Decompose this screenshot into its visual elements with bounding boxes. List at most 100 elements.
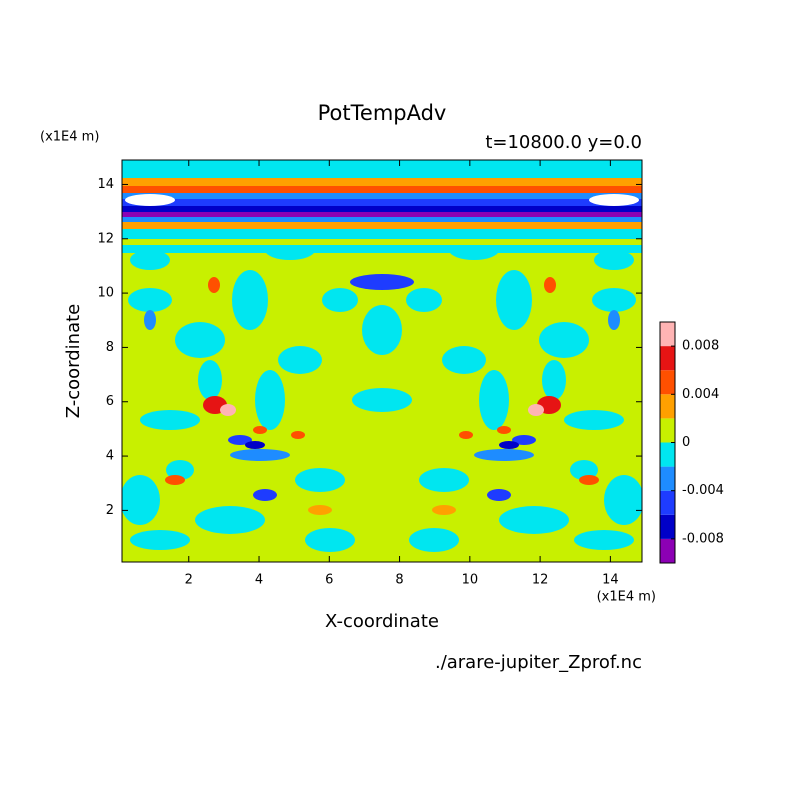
y-axis-title: Z-coordinate: [63, 304, 84, 419]
field-band: [122, 217, 642, 223]
field-patch: [253, 426, 267, 434]
colorbar-bin: [660, 490, 675, 515]
field-patch: [198, 360, 222, 400]
x-tick-label: 6: [325, 573, 333, 588]
y-tick-label: 12: [97, 231, 114, 246]
chart-title: PotTempAdv: [318, 101, 447, 125]
field-patch: [352, 388, 412, 412]
field-band: [122, 239, 642, 245]
field-patch: [544, 277, 556, 293]
chart-subtitle: t=10800.0 y=0.0: [485, 132, 642, 153]
field-patch: [232, 270, 268, 330]
plot-frame: [121, 159, 643, 563]
field-band: [122, 212, 642, 217]
field-band: [122, 245, 642, 253]
field-band: [122, 178, 642, 188]
y-unit: (x1E4 m): [40, 130, 99, 145]
field-patch: [574, 530, 634, 550]
field-patch: [564, 410, 624, 430]
colorbar-bin: [660, 538, 675, 563]
y-tick-label: 8: [106, 340, 114, 355]
colorbar-tick-label: 0.004: [682, 387, 719, 402]
colorbar-bin: [660, 370, 675, 395]
field-patch: [295, 468, 345, 492]
field-patch: [459, 431, 473, 439]
colorbar-tick-label: -0.008: [682, 531, 724, 546]
field-patch: [175, 322, 225, 358]
field-patch: [253, 489, 277, 501]
field-band: [122, 193, 642, 199]
field-band: [122, 199, 642, 206]
field-patch: [220, 404, 236, 416]
field-patch: [255, 370, 285, 430]
field-patch: [350, 274, 414, 290]
colorbar-bin: [660, 346, 675, 371]
field-patch: [592, 288, 636, 312]
y-tick-label: 4: [106, 449, 114, 464]
field-patch: [497, 426, 511, 434]
x-tick-label: 10: [462, 573, 479, 588]
field-patch: [125, 194, 175, 206]
field-patch: [308, 505, 332, 515]
colorbar-tick-label: 0: [682, 435, 690, 450]
field-patch: [499, 506, 569, 534]
field-band: [122, 206, 642, 212]
field-patch: [474, 449, 534, 461]
field-patch: [539, 322, 589, 358]
source-file: ./arare-jupiter_Zprof.nc: [435, 652, 642, 673]
field-patch: [208, 277, 220, 293]
field-patch: [570, 460, 598, 480]
field-patch: [512, 435, 536, 445]
y-tick-label: 10: [97, 286, 114, 301]
field-patch: [542, 360, 566, 400]
field-patch: [122, 475, 160, 525]
field-band: [122, 160, 642, 178]
colorbar-bin: [660, 418, 675, 443]
x-unit: (x1E4 m): [597, 590, 656, 605]
x-tick-label: 14: [602, 573, 619, 588]
field-patch: [195, 506, 265, 534]
field-patch: [322, 288, 358, 312]
field-patch: [479, 370, 509, 430]
field-patch: [291, 431, 305, 439]
field-patch: [128, 288, 172, 312]
field-patch: [528, 404, 544, 416]
colorbar-bin: [660, 442, 675, 467]
y-tick-label: 2: [106, 503, 114, 518]
colorbar-bin: [660, 394, 675, 419]
field-patch: [406, 288, 442, 312]
field-patch: [496, 270, 532, 330]
field-patch: [278, 346, 322, 374]
x-axis-title: X-coordinate: [325, 611, 439, 632]
field-patch: [579, 475, 599, 485]
colorbar-tick-label: -0.004: [682, 483, 724, 498]
y-tick-label: 14: [97, 177, 114, 192]
field-patch: [245, 441, 265, 449]
field-patch: [140, 410, 200, 430]
field-patch: [432, 505, 456, 515]
field-patch: [166, 460, 194, 480]
field-patch: [409, 528, 459, 552]
y-tick-label: 6: [106, 394, 114, 409]
field-patch: [130, 250, 170, 270]
field-patch: [419, 468, 469, 492]
field-band: [122, 186, 642, 194]
field-patch: [228, 435, 252, 445]
field-patch: [305, 528, 355, 552]
x-tick-label: 12: [532, 573, 549, 588]
field-patch: [604, 475, 642, 525]
field-patch: [362, 305, 402, 355]
field-patch: [589, 194, 639, 206]
x-tick-label: 4: [255, 573, 263, 588]
field-patch: [165, 475, 185, 485]
field-patch: [594, 250, 634, 270]
field-patch: [608, 310, 620, 330]
colorbar-bin: [660, 514, 675, 539]
field-patch: [230, 449, 290, 461]
x-tick-label: 8: [395, 573, 403, 588]
field-patch: [487, 489, 511, 501]
field-patch: [144, 310, 156, 330]
colorbar-bin: [660, 466, 675, 491]
colorbar-tick-label: 0.008: [682, 339, 719, 354]
